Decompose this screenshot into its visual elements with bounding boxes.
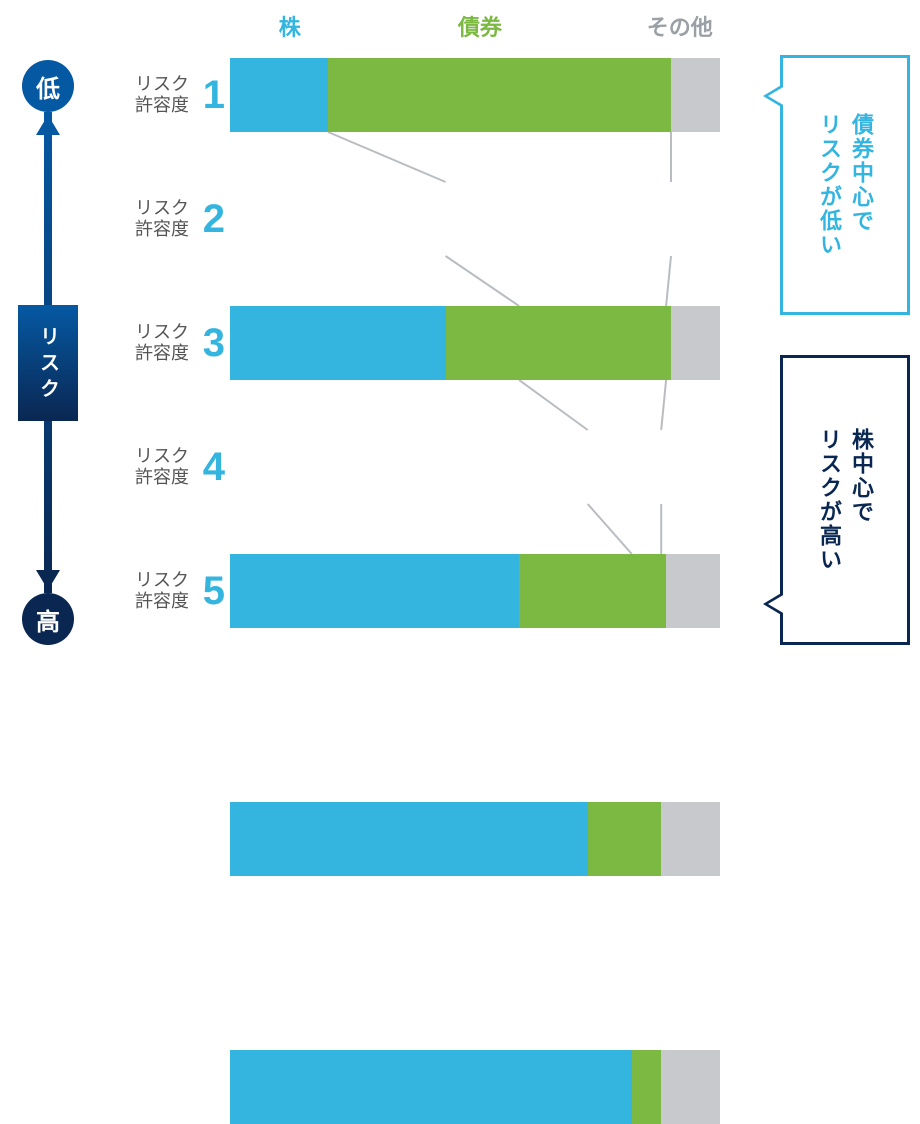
row-labels: リスク許容度 1リスク許容度 2リスク許容度 3リスク許容度 4リスク許容度 5 <box>95 58 225 678</box>
segment-stocks <box>230 554 519 628</box>
segment-stocks <box>230 306 446 380</box>
segment-other <box>671 58 720 132</box>
bars-container <box>230 58 720 628</box>
risk-axis: 低 リスク 高 <box>18 60 78 645</box>
legend: 株 債券 その他 <box>230 10 720 50</box>
bar-row <box>230 306 720 380</box>
callout-high-risk: 株中心でリスクが高い <box>780 355 910 645</box>
row-label-number: 2 <box>195 197 225 242</box>
segment-bonds <box>632 1050 661 1124</box>
segment-stocks <box>230 1050 632 1124</box>
segment-stocks <box>230 802 588 876</box>
bar-row <box>230 1050 720 1124</box>
row-label-text: リスク許容度 <box>135 322 189 363</box>
legend-other: その他 <box>647 10 713 42</box>
row-label: リスク許容度 3 <box>95 306 225 380</box>
segment-other <box>666 554 720 628</box>
bar-row <box>230 554 720 628</box>
row-label: リスク許容度 2 <box>95 182 225 256</box>
callout-low-risk: 債券中心でリスクが低い <box>780 55 910 315</box>
segment-bonds <box>519 554 666 628</box>
row-label-text: リスク許容度 <box>135 446 189 487</box>
segment-other <box>661 1050 720 1124</box>
row-label-text: リスク許容度 <box>135 74 189 115</box>
segment-other <box>661 802 720 876</box>
bar-row <box>230 58 720 132</box>
bar-row <box>230 802 720 876</box>
row-label: リスク許容度 1 <box>95 58 225 132</box>
legend-stocks: 株 <box>279 10 301 42</box>
risk-low-badge: 低 <box>22 60 74 112</box>
segment-other <box>671 306 720 380</box>
risk-axis-label: リスク <box>18 305 78 421</box>
row-label-text: リスク許容度 <box>135 570 189 611</box>
arrow-down-icon <box>36 570 60 590</box>
callout-text: 債券中心でリスクが低い <box>813 113 877 257</box>
legend-bonds: 債券 <box>458 10 502 42</box>
row-label: リスク許容度 5 <box>95 554 225 628</box>
row-label-number: 3 <box>195 321 225 366</box>
row-label-number: 1 <box>195 73 225 118</box>
segment-bonds <box>588 802 662 876</box>
segment-bonds <box>328 58 671 132</box>
segment-stocks <box>230 58 328 132</box>
row-label-number: 5 <box>195 569 225 614</box>
segment-bonds <box>446 306 671 380</box>
risk-high-badge: 高 <box>22 593 74 645</box>
row-label-number: 4 <box>195 445 225 490</box>
callout-text: 株中心でリスクが高い <box>813 428 877 572</box>
row-label-text: リスク許容度 <box>135 198 189 239</box>
row-label: リスク許容度 4 <box>95 430 225 504</box>
